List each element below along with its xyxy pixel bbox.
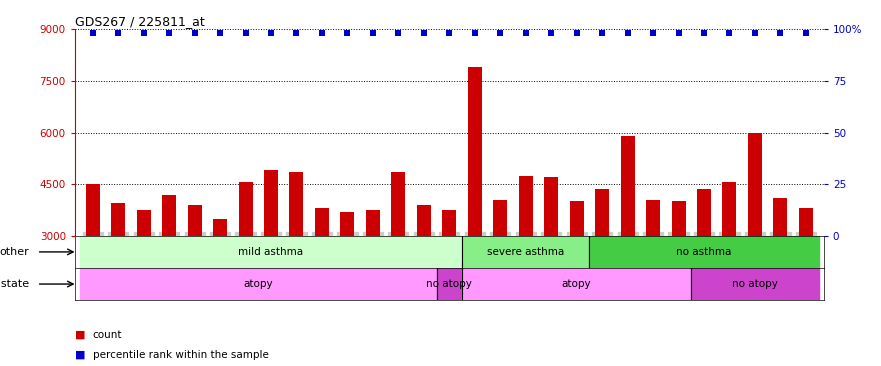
Text: ■: ■ <box>75 330 85 340</box>
Bar <box>468 67 482 236</box>
Bar <box>213 219 227 236</box>
Bar <box>646 200 660 236</box>
Bar <box>671 201 685 236</box>
Bar <box>596 189 609 236</box>
Bar <box>80 236 462 268</box>
Bar <box>111 203 125 236</box>
Text: mild asthma: mild asthma <box>239 247 304 257</box>
Text: severe asthma: severe asthma <box>487 247 565 257</box>
Bar <box>417 205 431 236</box>
Bar <box>366 210 380 236</box>
Text: no atopy: no atopy <box>732 279 778 289</box>
Text: other: other <box>0 247 29 257</box>
Bar <box>264 171 278 236</box>
Bar <box>85 183 100 236</box>
Bar <box>774 198 788 236</box>
Text: ■: ■ <box>75 350 85 360</box>
Bar <box>697 189 711 236</box>
Bar <box>692 268 818 300</box>
Bar <box>493 200 507 236</box>
Bar <box>570 201 584 236</box>
Bar <box>80 268 437 300</box>
Bar <box>340 212 354 236</box>
Bar <box>437 268 462 300</box>
Text: percentile rank within the sample: percentile rank within the sample <box>93 350 269 360</box>
Bar <box>239 183 253 236</box>
Bar <box>589 236 818 268</box>
Text: GDS267 / 225811_at: GDS267 / 225811_at <box>75 15 204 28</box>
Bar <box>442 210 456 236</box>
Bar <box>188 205 202 236</box>
Text: count: count <box>93 330 122 340</box>
Bar <box>519 176 533 236</box>
Bar <box>137 210 151 236</box>
Bar <box>462 236 589 268</box>
Bar <box>391 172 405 236</box>
Text: disease state: disease state <box>0 279 29 289</box>
Bar <box>290 172 303 236</box>
Bar <box>748 132 762 236</box>
Bar <box>462 268 692 300</box>
Bar <box>544 177 559 236</box>
Text: no atopy: no atopy <box>426 279 472 289</box>
Bar <box>315 208 329 236</box>
Text: no asthma: no asthma <box>677 247 732 257</box>
Bar <box>722 183 737 236</box>
Bar <box>799 208 813 236</box>
Text: atopy: atopy <box>243 279 273 289</box>
Bar <box>620 136 634 236</box>
Bar <box>162 195 176 236</box>
Text: atopy: atopy <box>562 279 591 289</box>
